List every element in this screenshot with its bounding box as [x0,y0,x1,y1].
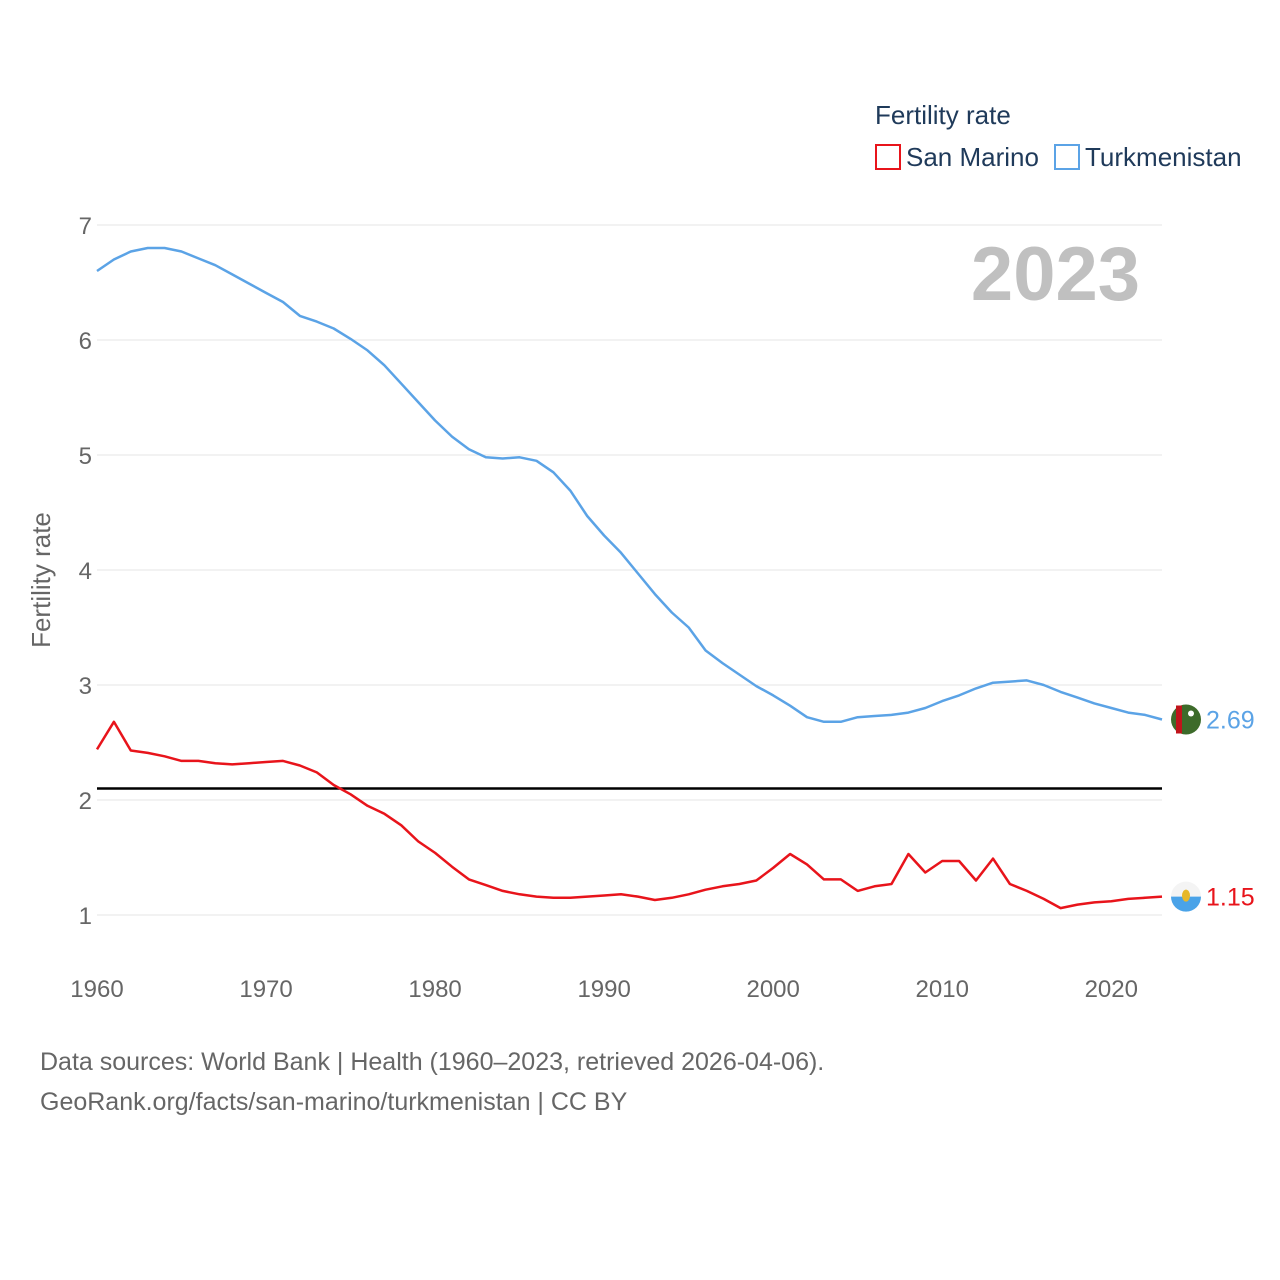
source-note: Data sources: World Bank | Health (1960–… [40,1042,824,1122]
legend-label-turkmenistan: Turkmenistan [1085,142,1242,172]
x-tick-label-2010: 2010 [916,976,969,1003]
flag-crescent [1188,710,1194,717]
source-line-link[interactable]: GeoRank.org/facts/san-marino/turkmenista… [40,1088,628,1116]
y-tick-label-5: 5 [79,443,92,470]
end-value-label-san-marino: 1.15 [1206,884,1255,912]
end-markers: 1.15 2.69 [1171,704,1255,912]
x-tick-label-1990: 1990 [577,976,630,1003]
fertility-rate-line-chart: 1 2 3 4 5 6 7 1960 1970 1980 1990 2000 2010 2020 1.1… [26,100,1255,1003]
flag-emblem [1182,889,1190,902]
flag-stripe [1176,705,1182,734]
y-axis-title: Fertility rate [26,512,56,648]
legend-swatch-turkmenistan [1054,144,1080,170]
flag-field [1171,704,1201,735]
legend[interactable]: Fertility rate San Marino Turkmenistan [875,100,1242,172]
series-lines [95,246,1163,910]
year-label: 2023 [971,232,1140,317]
source-line-data: Data sources: World Bank | Health (1960–… [40,1048,825,1076]
y-tick-label-7: 7 [79,213,92,240]
y-tick-label-6: 6 [79,328,92,355]
y-axis-ticks: 1 2 3 4 5 6 7 [79,213,92,930]
y-tick-label-2: 2 [79,788,92,815]
legend-item-turkmenistan[interactable]: Turkmenistan [1054,142,1242,172]
gridlines [97,224,1162,916]
series-line-san-marino [95,720,1163,910]
legend-item-san-marino[interactable]: San Marino [875,142,1039,172]
x-axis-ticks: 1960 1970 1980 1990 2000 2010 2020 [70,976,1138,1003]
y-tick-label-4: 4 [79,558,92,585]
legend-label-san-marino: San Marino [906,142,1039,172]
flag-icon-san-marino [1171,881,1201,912]
y-tick-label-3: 3 [79,673,92,700]
x-tick-label-1960: 1960 [70,976,123,1003]
x-tick-label-2000: 2000 [746,976,799,1003]
series-line-turkmenistan [96,246,1163,724]
legend-title: Fertility rate [875,100,1011,130]
flag-lower-half [1171,896,1201,912]
legend-swatch-san-marino [875,144,901,170]
x-tick-label-2020: 2020 [1085,976,1138,1003]
x-tick-label-1970: 1970 [239,976,292,1003]
x-tick-label-1980: 1980 [408,976,461,1003]
flag-icon-turkmenistan [1171,704,1201,735]
end-value-label-turkmenistan: 2.69 [1206,707,1255,735]
y-tick-label-1: 1 [79,903,92,930]
